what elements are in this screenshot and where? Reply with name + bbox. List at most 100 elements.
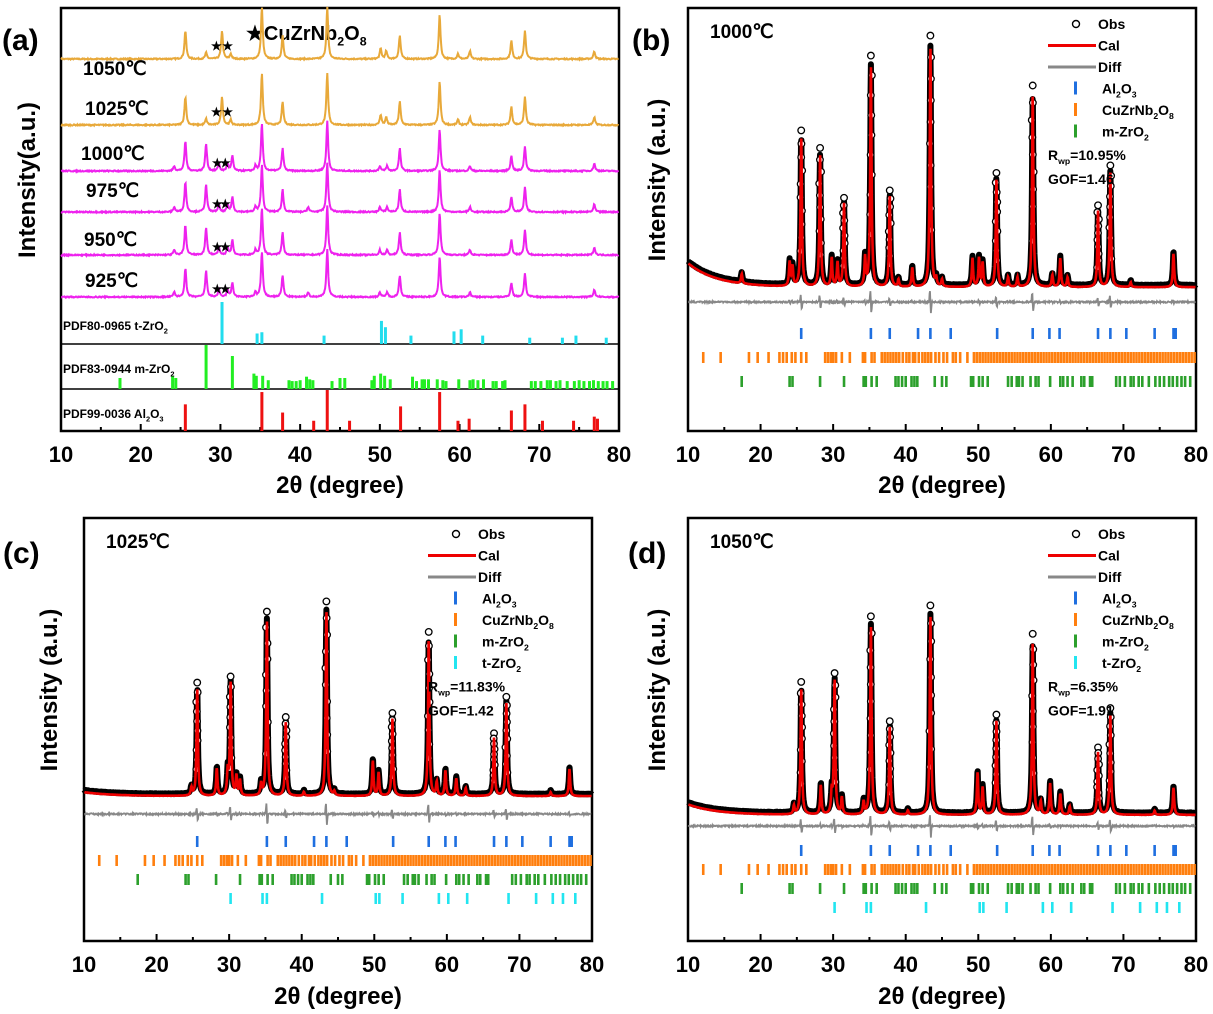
pattern-temperature-label: 1050℃ bbox=[83, 59, 147, 80]
reference-stick bbox=[545, 380, 549, 389]
bragg-tick-cuzrnb2o8 bbox=[901, 352, 905, 363]
x-tick-label: 80 bbox=[607, 442, 631, 467]
observed-point bbox=[830, 669, 839, 678]
bragg-tick-m-zro2 bbox=[1183, 883, 1187, 894]
bragg-tick-cuzrnb2o8 bbox=[790, 352, 794, 363]
x-tick-label: 50 bbox=[368, 442, 392, 467]
bragg-tick-cuzrnb2o8 bbox=[1193, 864, 1196, 875]
bragg-tick-al2o3 bbox=[391, 836, 395, 847]
bragg-tick-al2o3 bbox=[1058, 845, 1061, 856]
bragg-tick-m-zro2 bbox=[476, 874, 479, 885]
bragg-tick-m-zro2 bbox=[519, 874, 523, 885]
bragg-tick-cuzrnb2o8 bbox=[987, 864, 990, 875]
bragg-tick-m-zro2 bbox=[1006, 376, 1010, 387]
observed-point bbox=[866, 612, 875, 621]
bragg-tick-cuzrnb2o8 bbox=[1135, 352, 1138, 363]
bragg-tick-cuzrnb2o8 bbox=[829, 864, 833, 875]
bragg-tick-m-zro2 bbox=[336, 874, 340, 885]
observed-point bbox=[1028, 81, 1037, 90]
bragg-tick-m-zro2 bbox=[791, 883, 794, 894]
bragg-tick-al2o3 bbox=[1172, 845, 1175, 856]
bragg-tick-m-zro2 bbox=[296, 874, 300, 885]
bragg-tick-cuzrnb2o8 bbox=[333, 855, 337, 866]
bragg-tick-al2o3 bbox=[427, 836, 431, 847]
reference-stick bbox=[308, 379, 312, 389]
bragg-tick-cuzrnb2o8 bbox=[554, 855, 558, 866]
bragg-tick-m-zro2 bbox=[981, 883, 984, 894]
bragg-tick-cuzrnb2o8 bbox=[317, 855, 320, 866]
bragg-tick-cuzrnb2o8 bbox=[799, 352, 803, 363]
bragg-tick-cuzrnb2o8 bbox=[1140, 352, 1144, 363]
reference-stick bbox=[379, 373, 383, 389]
bragg-tick-cuzrnb2o8 bbox=[403, 855, 407, 866]
bragg-tick-cuzrnb2o8 bbox=[458, 855, 462, 866]
bragg-tick-m-zro2 bbox=[563, 874, 567, 885]
bragg-tick-al2o3 bbox=[1125, 845, 1128, 856]
bragg-tick-cuzrnb2o8 bbox=[1016, 352, 1019, 363]
bragg-tick-cuzrnb2o8 bbox=[222, 855, 226, 866]
bragg-tick-cuzrnb2o8 bbox=[966, 352, 969, 363]
bragg-tick-m-zro2 bbox=[260, 874, 264, 885]
reference-stick bbox=[596, 381, 600, 389]
observed-point bbox=[502, 692, 511, 701]
bragg-tick-al2o3 bbox=[949, 328, 953, 339]
bragg-tick-m-zro2 bbox=[1162, 376, 1166, 387]
bragg-tick-m-zro2 bbox=[1188, 376, 1192, 387]
xrd-pattern-line bbox=[60, 248, 620, 300]
legend-label: m-ZrO2 bbox=[1102, 124, 1149, 143]
bragg-tick-cuzrnb2o8 bbox=[1138, 864, 1141, 875]
bragg-tick-t-zro2 bbox=[374, 893, 378, 904]
bragg-tick-cuzrnb2o8 bbox=[897, 352, 901, 363]
reference-stick bbox=[456, 420, 460, 431]
bragg-tick-m-zro2 bbox=[341, 874, 344, 885]
bragg-tick-al2o3 bbox=[1096, 845, 1100, 856]
subscript: 2 bbox=[164, 326, 168, 335]
bragg-tick-cuzrnb2o8 bbox=[870, 352, 873, 363]
bragg-tick-cuzrnb2o8 bbox=[282, 855, 285, 866]
bragg-tick-cuzrnb2o8 bbox=[266, 855, 269, 866]
bragg-tick-m-zro2 bbox=[981, 376, 984, 387]
bragg-tick-cuzrnb2o8 bbox=[785, 352, 788, 363]
bragg-tick-cuzrnb2o8 bbox=[444, 855, 447, 866]
bragg-tick-m-zro2 bbox=[945, 883, 948, 894]
bragg-tick-cuzrnb2o8 bbox=[926, 864, 930, 875]
panel-label: (d) bbox=[628, 537, 666, 570]
reference-stick bbox=[415, 381, 419, 389]
pattern-temperature-label: 950℃ bbox=[84, 230, 137, 251]
bragg-tick-m-zro2 bbox=[290, 874, 293, 885]
bragg-tick-m-zro2 bbox=[533, 874, 536, 885]
bragg-tick-cuzrnb2o8 bbox=[834, 352, 838, 363]
panel-a: (a) 10 20 30 40 50 60 70 80 2θ (degree) Intensity(… bbox=[2, 6, 631, 499]
bragg-tick-cuzrnb2o8 bbox=[225, 855, 229, 866]
reference-stick bbox=[422, 379, 426, 389]
bragg-tick-al2o3 bbox=[444, 836, 447, 847]
bragg-tick-m-zro2 bbox=[1037, 376, 1040, 387]
text-part: t-ZrO bbox=[482, 655, 516, 671]
bragg-tick-cuzrnb2o8 bbox=[452, 855, 456, 866]
text-part: O bbox=[538, 612, 549, 628]
bragg-tick-cuzrnb2o8 bbox=[420, 855, 424, 866]
bragg-tick-cuzrnb2o8 bbox=[921, 864, 924, 875]
legend-label: Cal bbox=[478, 548, 500, 564]
bragg-tick-m-zro2 bbox=[367, 874, 371, 885]
reference-stick bbox=[325, 390, 329, 431]
reference-stick bbox=[379, 320, 383, 344]
bragg-tick-cuzrnb2o8 bbox=[880, 864, 884, 875]
subscript: 2 bbox=[516, 664, 521, 674]
reference-stick bbox=[457, 379, 461, 389]
bragg-tick-cuzrnb2o8 bbox=[1187, 352, 1191, 363]
text-part: Al bbox=[1102, 81, 1116, 97]
bragg-tick-cuzrnb2o8 bbox=[913, 864, 917, 875]
bragg-tick-cuzrnb2o8 bbox=[719, 352, 722, 363]
bragg-tick-cuzrnb2o8 bbox=[756, 864, 759, 875]
bragg-tick-cuzrnb2o8 bbox=[861, 864, 865, 875]
bragg-tick-m-zro2 bbox=[1132, 883, 1135, 894]
bragg-tick-cuzrnb2o8 bbox=[883, 864, 886, 875]
bragg-tick-m-zro2 bbox=[1118, 376, 1122, 387]
subscript: wp bbox=[1057, 156, 1070, 166]
bragg-tick-cuzrnb2o8 bbox=[886, 352, 889, 363]
bragg-tick-m-zro2 bbox=[1015, 883, 1019, 894]
x-tick-label: 30 bbox=[821, 442, 845, 467]
bragg-tick-cuzrnb2o8 bbox=[1132, 864, 1135, 875]
bragg-tick-m-zro2 bbox=[528, 874, 531, 885]
